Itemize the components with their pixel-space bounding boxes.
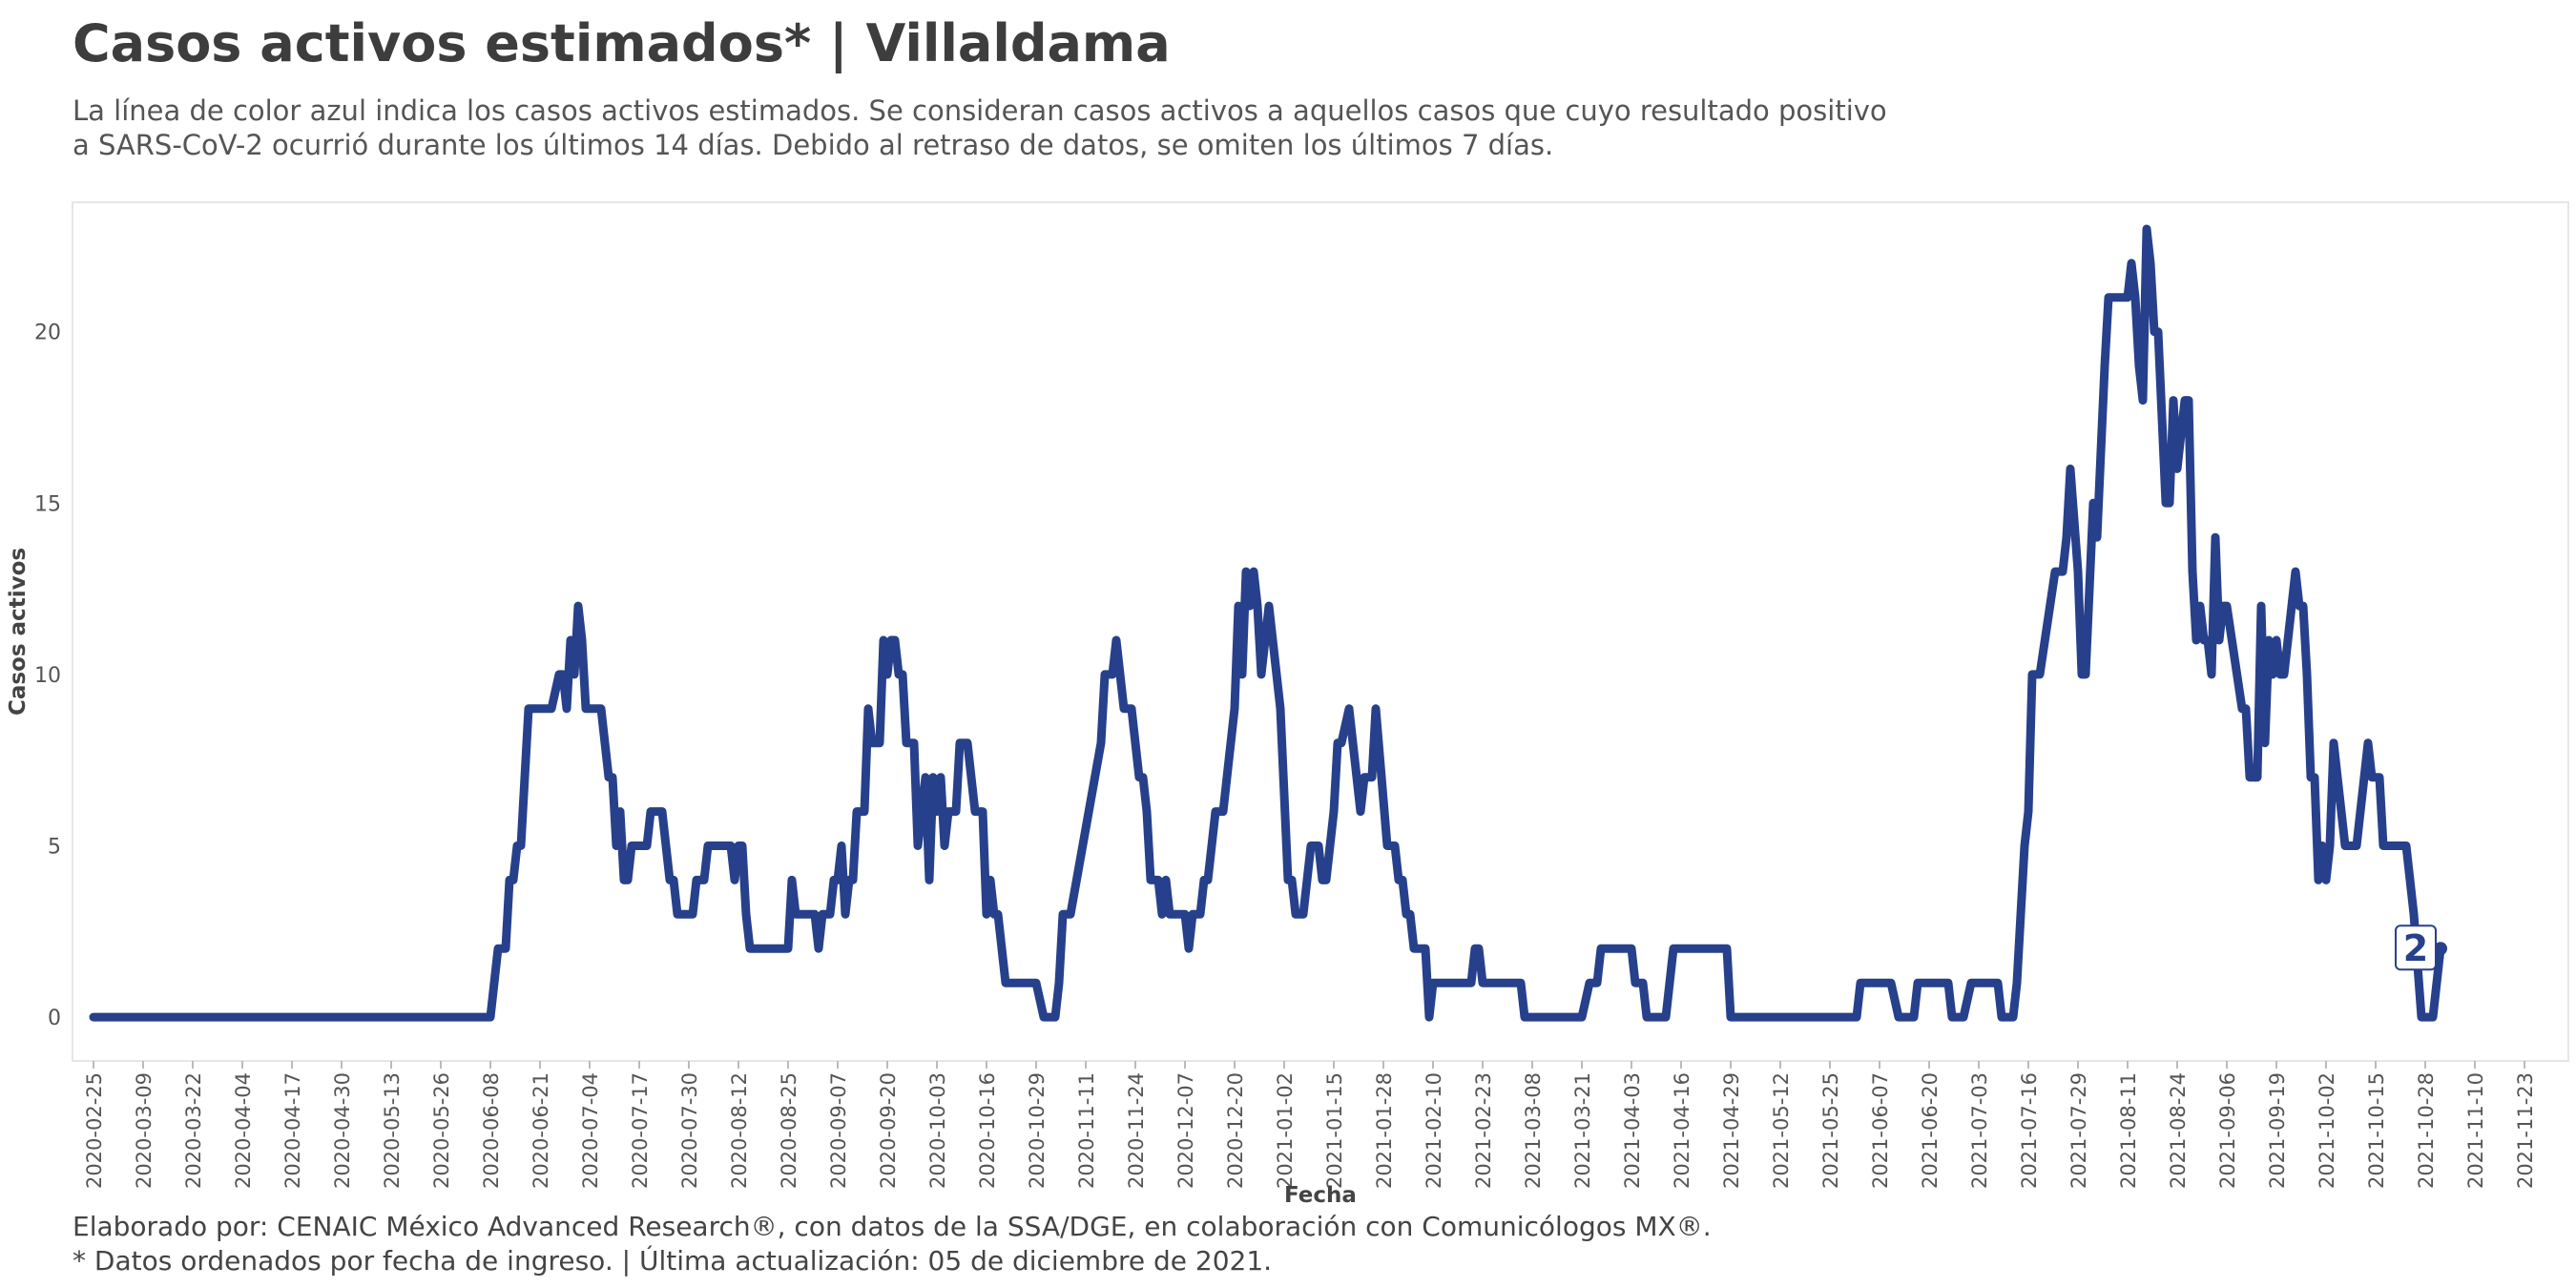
x-tick-label: 2020-04-17 bbox=[281, 1072, 304, 1189]
footer-credits: Elaborado por: CENAIC México Advanced Re… bbox=[73, 1211, 1712, 1242]
x-tick-label: 2020-05-13 bbox=[381, 1072, 404, 1189]
page-title: Casos activos estimados* | Villaldama bbox=[73, 13, 1171, 73]
x-tick-label: 2021-08-24 bbox=[2167, 1072, 2190, 1189]
x-tick-label: 2021-07-16 bbox=[2018, 1072, 2041, 1189]
x-tick-label: 2021-05-25 bbox=[1819, 1072, 1842, 1189]
last-point-marker bbox=[2434, 942, 2447, 956]
x-tick-label: 2020-04-30 bbox=[331, 1072, 354, 1189]
x-tick-label: 2021-10-02 bbox=[2316, 1072, 2338, 1189]
x-tick-label: 2021-01-28 bbox=[1373, 1072, 1396, 1189]
x-tick-label: 2021-03-08 bbox=[1522, 1072, 1545, 1189]
x-tick-label: 2021-11-10 bbox=[2464, 1072, 2487, 1189]
x-tick-label: 2021-07-29 bbox=[2067, 1072, 2090, 1189]
y-tick-label: 5 bbox=[48, 835, 61, 859]
x-tick-label: 2020-06-08 bbox=[480, 1072, 503, 1189]
x-tick-label: 2021-04-03 bbox=[1621, 1072, 1644, 1189]
x-tick-label: 2020-07-04 bbox=[579, 1072, 602, 1189]
x-tick-label: 2020-12-07 bbox=[1174, 1072, 1197, 1189]
x-tick-label: 2020-10-03 bbox=[926, 1072, 949, 1189]
x-tick-label: 2021-05-12 bbox=[1770, 1072, 1793, 1189]
x-tick-label: 2020-12-20 bbox=[1224, 1072, 1247, 1189]
x-tick-label: 2020-11-24 bbox=[1125, 1072, 1148, 1189]
series-line-active-cases bbox=[89, 224, 2445, 1022]
footer-note: * Datos ordenados por fecha de ingreso. … bbox=[73, 1245, 1273, 1277]
x-tick-label: 2021-01-02 bbox=[1274, 1072, 1297, 1189]
x-tick-label: 2020-09-20 bbox=[877, 1072, 900, 1189]
x-tick-label: 2020-03-22 bbox=[182, 1072, 205, 1189]
y-axis-title: Casos activos bbox=[6, 548, 31, 716]
x-tick-label: 2021-10-28 bbox=[2415, 1072, 2438, 1189]
x-tick-label: 2021-08-11 bbox=[2117, 1072, 2140, 1189]
x-tick-label: 2020-07-17 bbox=[629, 1072, 652, 1189]
x-tick-label: 2020-10-29 bbox=[1026, 1072, 1049, 1189]
x-tick-label: 2021-01-15 bbox=[1323, 1072, 1346, 1189]
y-tick-label: 0 bbox=[48, 1007, 61, 1030]
x-tick-label: 2020-09-07 bbox=[827, 1072, 850, 1189]
subtitle-line-1: La línea de color azul indica los casos … bbox=[73, 94, 1887, 127]
x-tick-label: 2021-04-16 bbox=[1671, 1072, 1693, 1189]
last-value-label-box bbox=[2395, 924, 2437, 971]
x-tick-label: 2020-08-12 bbox=[728, 1072, 751, 1189]
x-tick-label: 2021-06-07 bbox=[1869, 1072, 1892, 1189]
y-tick-label: 15 bbox=[34, 492, 61, 516]
x-tick-label: 2020-07-30 bbox=[678, 1072, 701, 1189]
y-tick-label: 20 bbox=[34, 322, 61, 345]
last-value-label: 2 bbox=[2403, 927, 2428, 969]
x-tick-label: 2021-10-15 bbox=[2365, 1072, 2388, 1189]
x-tick-label: 2020-05-26 bbox=[430, 1072, 453, 1189]
x-tick-label: 2020-10-16 bbox=[976, 1072, 999, 1189]
x-tick-label: 2020-02-25 bbox=[83, 1072, 106, 1189]
x-tick-label: 2021-02-23 bbox=[1472, 1072, 1495, 1189]
x-tick-label: 2020-08-25 bbox=[778, 1072, 800, 1189]
x-tick-label: 2021-09-19 bbox=[2266, 1072, 2289, 1189]
plot-frame bbox=[72, 201, 2569, 1062]
y-axis-ticks: 0 5 10 15 20 bbox=[34, 322, 61, 1030]
footer: Elaborado por: CENAIC México Advanced Re… bbox=[73, 1210, 1712, 1278]
x-tick-label: 2020-04-04 bbox=[232, 1072, 255, 1189]
subtitle-line-2: a SARS-CoV-2 ocurrió durante los últimos… bbox=[73, 129, 1554, 161]
page-subtitle: La línea de color azul indica los casos … bbox=[73, 93, 1887, 162]
x-tick-label: 2021-11-23 bbox=[2514, 1072, 2537, 1189]
x-tick-label: 2021-09-06 bbox=[2216, 1072, 2239, 1189]
x-tick-label: 2020-11-11 bbox=[1075, 1072, 1098, 1189]
x-tick-label: 2021-02-10 bbox=[1423, 1072, 1445, 1189]
x-tick-label: 2021-04-29 bbox=[1720, 1072, 1743, 1189]
x-axis-ticks: 2020-02-25 2020-03-09 2020-03-22 2020-04-04… bbox=[83, 1061, 2537, 1189]
y-tick-label: 10 bbox=[34, 664, 61, 688]
x-tick-label: 2020-06-21 bbox=[530, 1072, 552, 1189]
x-tick-label: 2021-03-21 bbox=[1571, 1072, 1594, 1189]
x-tick-label: 2021-07-03 bbox=[1968, 1072, 1991, 1189]
x-tick-label: 2021-06-20 bbox=[1919, 1072, 1942, 1189]
x-axis-title: Fecha bbox=[1284, 1183, 1357, 1208]
x-tick-label: 2020-03-09 bbox=[133, 1072, 156, 1189]
